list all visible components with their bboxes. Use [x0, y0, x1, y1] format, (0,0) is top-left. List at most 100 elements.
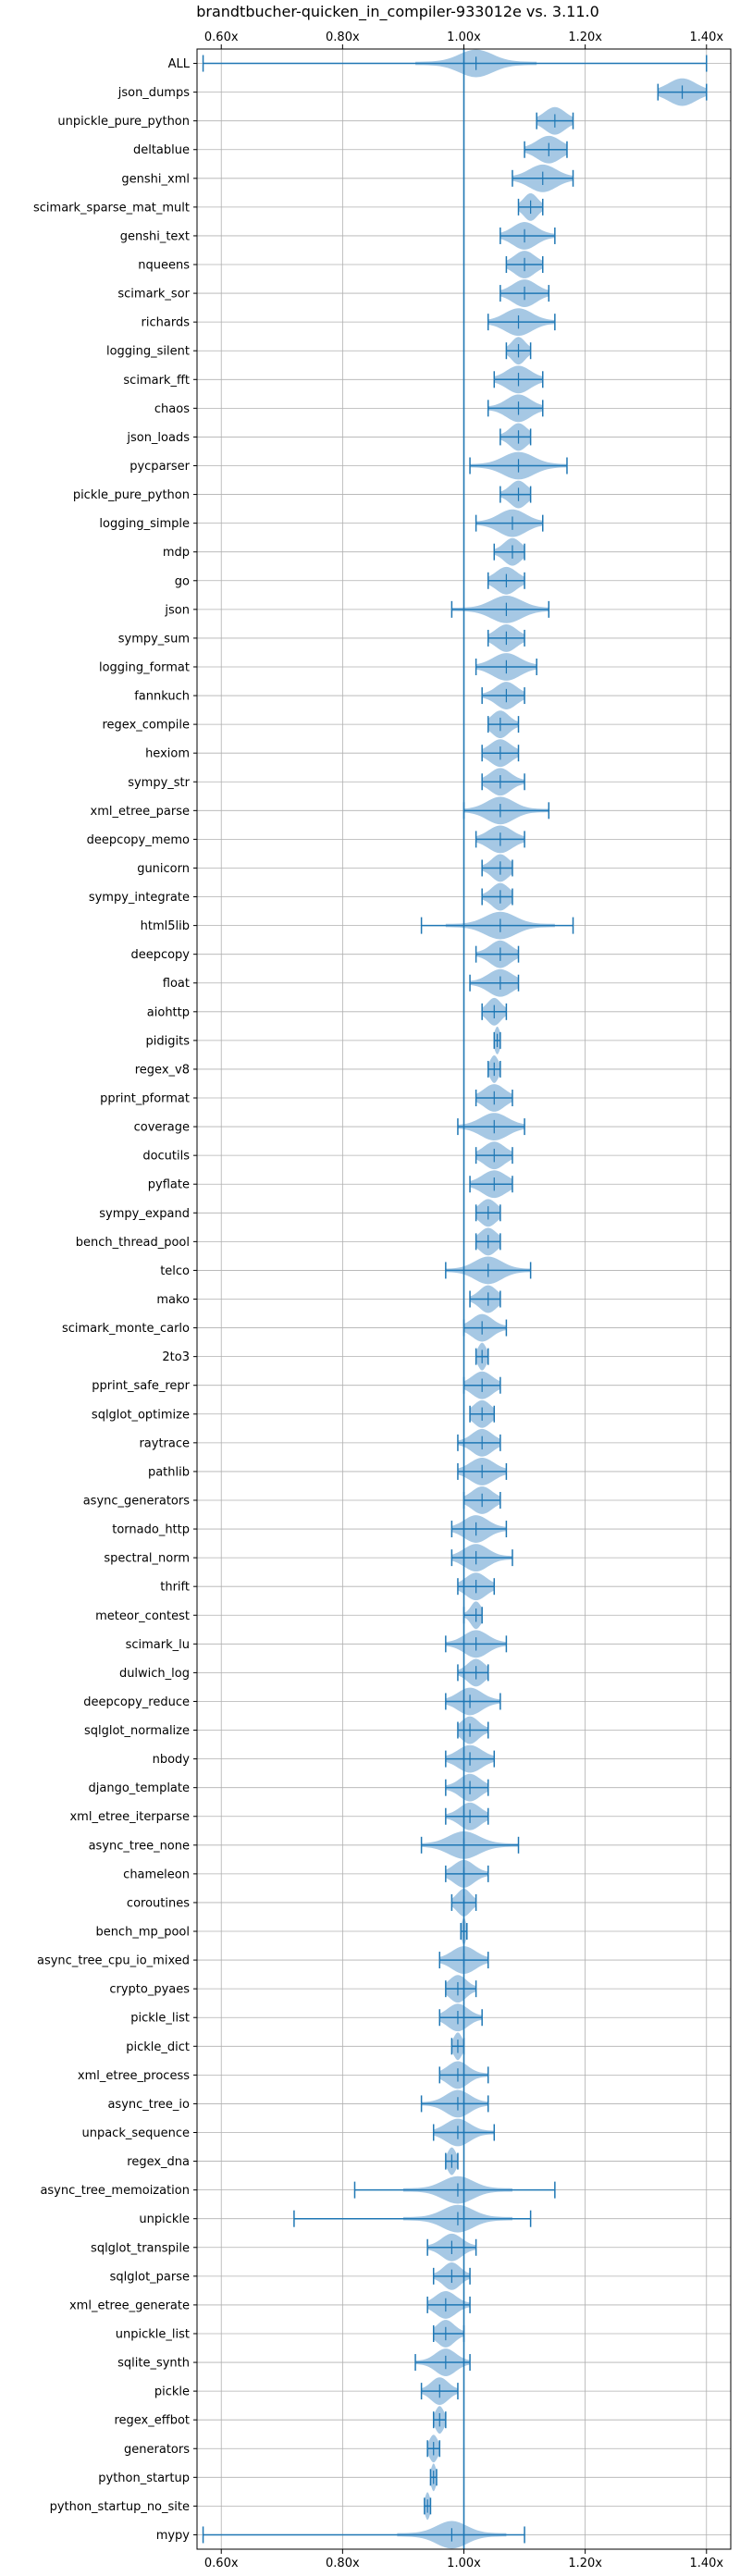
category-label: logging_silent	[106, 345, 190, 359]
category-label: json	[164, 603, 190, 617]
category-label: pyflate	[148, 1178, 190, 1192]
category-label: regex_v8	[135, 1063, 190, 1077]
category-label-layer: ALL json_dumps unpickle_pure_pythondeltabl…	[33, 57, 191, 2543]
category-label: pprint_pformat	[100, 1092, 190, 1106]
category-label: unpickle_pure_python	[57, 115, 190, 129]
category-label: hexiom	[145, 747, 190, 761]
category-label: sympy_integrate	[89, 891, 190, 905]
category-label: unpickle	[139, 2212, 190, 2226]
violin-layer	[202, 49, 708, 2549]
category-label: pidigits	[146, 1034, 191, 1048]
category-label: nqueens	[138, 259, 190, 273]
category-label: async_tree_io	[107, 2098, 190, 2112]
category-label: xml_etree_parse	[91, 805, 190, 819]
category-label: deltablue	[133, 143, 190, 157]
tick-label-top: 1.00x	[447, 31, 481, 44]
category-label: mako	[156, 1293, 190, 1307]
tick-label-bottom: 1.40x	[689, 2557, 723, 2570]
category-label: python_startup_no_site	[50, 2500, 190, 2514]
category-label: pickle	[154, 2385, 190, 2399]
category-label: dulwich_log	[119, 1667, 190, 1681]
category-label: regex_effbot	[114, 2414, 190, 2428]
category-label: async_tree_none	[89, 1839, 190, 1853]
category-label: scimark_fft	[123, 374, 190, 388]
category-label: sympy_str	[128, 776, 190, 790]
category-label: coverage	[134, 1121, 190, 1135]
category-label: mdp	[163, 546, 190, 560]
category-label: scimark_monte_carlo	[62, 1322, 190, 1336]
category-label: generators	[124, 2443, 190, 2457]
category-label: pickle_dict	[126, 2040, 190, 2054]
category-label: bench_thread_pool	[76, 1236, 190, 1250]
category-label: chaos	[154, 402, 190, 416]
category-label: spectral_norm	[104, 1552, 190, 1566]
category-label: go	[175, 574, 190, 588]
category-label: deepcopy_memo	[87, 833, 190, 847]
category-label: sqlglot_normalize	[84, 1724, 190, 1738]
tick-label-top: 0.60x	[204, 31, 239, 44]
tick-label-bottom: 0.80x	[326, 2557, 360, 2570]
category-label: raytrace	[139, 1436, 190, 1450]
category-label: pathlib	[148, 1465, 190, 1479]
category-label: sympy_sum	[118, 632, 190, 646]
category-label: json_dumps	[117, 86, 190, 100]
category-label: float	[163, 977, 190, 991]
category-label: chameleon	[123, 1867, 190, 1881]
category-label: thrift	[160, 1581, 190, 1595]
category-label: tornado_http	[112, 1523, 190, 1537]
category-label: regex_compile	[102, 719, 190, 733]
category-label: logging_format	[99, 660, 190, 674]
tick-label-top: 0.80x	[326, 31, 360, 44]
tick-label-top: 1.40x	[689, 31, 723, 44]
category-label: python_startup	[98, 2471, 190, 2485]
category-label: pickle_pure_python	[73, 488, 190, 502]
category-label: xml_etree_process	[78, 2069, 190, 2083]
category-label: regex_dna	[127, 2155, 190, 2169]
category-label: pprint_safe_repr	[92, 1379, 190, 1393]
category-label: telco	[160, 1264, 190, 1278]
category-label: json_loads	[126, 431, 190, 445]
category-label: nbody	[153, 1753, 191, 1767]
category-label: deepcopy_reduce	[83, 1695, 190, 1709]
category-label: sqlglot_optimize	[92, 1408, 190, 1422]
category-label: mypy	[156, 2529, 191, 2543]
category-label: async_tree_memoization	[40, 2184, 190, 2198]
category-label: scimark_sparse_mat_mult	[33, 201, 190, 215]
category-label: genshi_xml	[121, 172, 190, 186]
category-label: 2to3	[162, 1350, 190, 1364]
category-label: meteor_contest	[95, 1609, 190, 1623]
tick-label-bottom: 1.00x	[447, 2557, 481, 2570]
tick-label-bottom: 0.60x	[204, 2557, 239, 2570]
tick-label-top: 1.20x	[568, 31, 602, 44]
category-label: ALL	[168, 57, 191, 71]
category-label: logging_simple	[99, 517, 190, 531]
category-label: bench_mp_pool	[95, 1926, 190, 1940]
category-label: sqlglot_parse	[110, 2270, 190, 2284]
axis-layer: 0.60x 0.60x 0.80x 0.80x 1.00x 1.00x 1.20x 1.20x…	[193, 31, 732, 2570]
tick-label-bottom: 1.20x	[568, 2557, 602, 2570]
category-label: gunicorn	[137, 862, 190, 876]
category-label: pickle_list	[130, 2012, 190, 2026]
category-label: scimark_sor	[117, 288, 190, 302]
category-label: sqlite_synth	[117, 2357, 190, 2371]
category-label: xml_etree_iterparse	[69, 1810, 190, 1824]
category-label: coroutines	[127, 1896, 190, 1910]
chart-title: brandtbucher-quicken_in_compiler-933012e…	[196, 3, 599, 21]
category-label: fannkuch	[134, 690, 190, 704]
category-label: aiohttp	[147, 1005, 190, 1019]
category-label: async_generators	[83, 1494, 191, 1508]
category-label: sqlglot_transpile	[91, 2241, 190, 2255]
category-label: genshi_text	[120, 229, 190, 243]
category-label: django_template	[89, 1781, 190, 1795]
category-label: sympy_expand	[99, 1207, 190, 1221]
category-label: unpack_sequence	[81, 2126, 190, 2140]
category-label: deepcopy	[130, 948, 190, 962]
category-label: async_tree_cpu_io_mixed	[37, 1954, 190, 1968]
category-label: unpickle_list	[116, 2327, 190, 2341]
category-label: docutils	[142, 1150, 190, 1164]
category-label: xml_etree_generate	[69, 2299, 190, 2312]
category-label: scimark_lu	[126, 1638, 190, 1652]
